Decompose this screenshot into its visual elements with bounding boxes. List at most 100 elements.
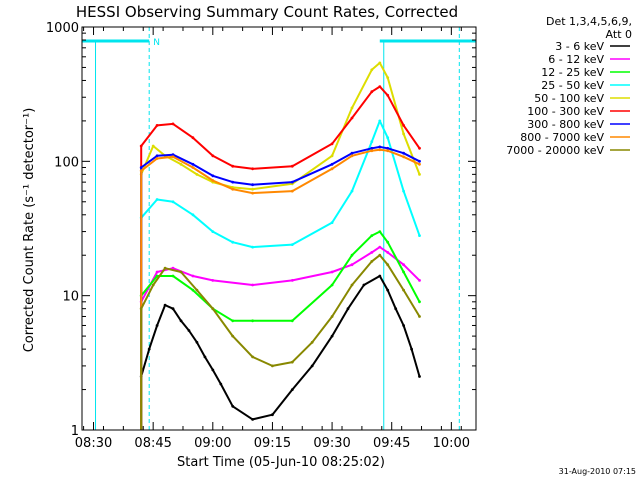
data-point bbox=[378, 61, 382, 65]
y-axis-label-group: Corrected Count Rate (s⁻¹ detector⁻¹) bbox=[22, 108, 37, 353]
data-point bbox=[271, 364, 274, 368]
data-point bbox=[290, 164, 294, 168]
data-point bbox=[155, 154, 159, 158]
data-point bbox=[231, 164, 235, 168]
x-tick-label: 08:45 bbox=[134, 436, 171, 451]
data-point bbox=[330, 270, 334, 274]
data-point bbox=[370, 234, 374, 238]
y-tick-label: 1000 bbox=[46, 21, 79, 36]
data-point bbox=[139, 166, 143, 169]
data-point bbox=[219, 382, 223, 386]
data-point bbox=[410, 347, 413, 351]
data-point bbox=[346, 307, 350, 311]
data-point bbox=[386, 240, 390, 244]
data-point bbox=[290, 243, 294, 247]
data-point bbox=[155, 157, 159, 160]
data-point bbox=[362, 283, 366, 287]
data-point bbox=[402, 263, 405, 267]
data-point bbox=[203, 355, 207, 359]
data-point bbox=[155, 324, 159, 327]
series bbox=[139, 274, 421, 430]
data-point bbox=[418, 315, 421, 318]
data-point bbox=[195, 288, 199, 292]
data-point bbox=[155, 124, 159, 127]
data-point bbox=[171, 274, 175, 278]
data-point bbox=[231, 404, 235, 408]
data-point bbox=[370, 260, 374, 263]
data-point bbox=[378, 148, 382, 152]
data-point bbox=[231, 187, 235, 191]
data-point bbox=[310, 340, 314, 344]
data-point bbox=[370, 140, 374, 144]
data-point bbox=[418, 162, 421, 166]
data-point bbox=[179, 270, 183, 274]
data-point bbox=[386, 251, 390, 254]
data-point bbox=[155, 274, 159, 278]
data-point bbox=[251, 319, 255, 323]
legend-header-att: Att 0 bbox=[606, 28, 632, 41]
data-point bbox=[350, 154, 354, 158]
data-point bbox=[251, 355, 255, 359]
data-point bbox=[402, 151, 405, 155]
data-point bbox=[350, 116, 354, 120]
data-point bbox=[402, 270, 405, 274]
legend-label: 800 - 7000 keV bbox=[520, 131, 604, 144]
data-point bbox=[370, 90, 374, 94]
series-line bbox=[140, 85, 421, 430]
data-point bbox=[290, 319, 294, 323]
data-point bbox=[155, 270, 159, 274]
data-point bbox=[378, 145, 382, 149]
data-point bbox=[191, 166, 195, 169]
data-point bbox=[402, 132, 405, 136]
series-line bbox=[140, 230, 421, 430]
data-point bbox=[171, 307, 175, 311]
data-point bbox=[386, 76, 390, 79]
data-point bbox=[191, 136, 195, 140]
legend-label: 25 - 50 keV bbox=[541, 79, 604, 92]
data-point bbox=[211, 230, 215, 234]
y-tick-label: 100 bbox=[54, 155, 79, 170]
data-point bbox=[330, 283, 334, 287]
data-point bbox=[211, 154, 215, 158]
data-point bbox=[310, 364, 314, 368]
data-point bbox=[378, 85, 382, 88]
data-point bbox=[378, 274, 382, 278]
data-point bbox=[402, 288, 405, 292]
data-point bbox=[195, 340, 199, 344]
axes-frame bbox=[81, 26, 477, 431]
data-point bbox=[211, 279, 215, 282]
data-point bbox=[231, 319, 235, 323]
series-line bbox=[140, 145, 420, 430]
series bbox=[139, 145, 421, 430]
series-line bbox=[140, 61, 421, 430]
series-line bbox=[140, 119, 421, 430]
series bbox=[139, 253, 421, 430]
data-point bbox=[290, 180, 294, 184]
data-point bbox=[330, 221, 334, 225]
series bbox=[139, 61, 421, 430]
data-point bbox=[231, 240, 235, 244]
data-point bbox=[163, 303, 167, 307]
data-point bbox=[370, 149, 374, 153]
data-point bbox=[394, 307, 398, 311]
data-point bbox=[139, 169, 143, 173]
data-point bbox=[402, 155, 405, 159]
data-point bbox=[211, 368, 215, 372]
data-point bbox=[418, 375, 421, 378]
legend-label: 6 - 12 keV bbox=[548, 53, 604, 66]
data-point bbox=[370, 146, 374, 150]
data-point bbox=[330, 154, 334, 158]
data-point bbox=[251, 245, 255, 249]
legend-label: 7000 - 20000 keV bbox=[506, 144, 604, 157]
x-axis-label: Start Time (05-Jun-10 08:25:02) bbox=[177, 455, 385, 470]
data-point bbox=[386, 146, 390, 150]
data-point bbox=[418, 146, 421, 150]
data-point bbox=[418, 300, 421, 304]
series bbox=[139, 230, 421, 430]
data-point bbox=[350, 151, 354, 155]
legend-label: 12 - 25 keV bbox=[541, 66, 604, 79]
data-point bbox=[330, 162, 334, 166]
data-point bbox=[191, 274, 195, 278]
data-point bbox=[179, 162, 183, 166]
